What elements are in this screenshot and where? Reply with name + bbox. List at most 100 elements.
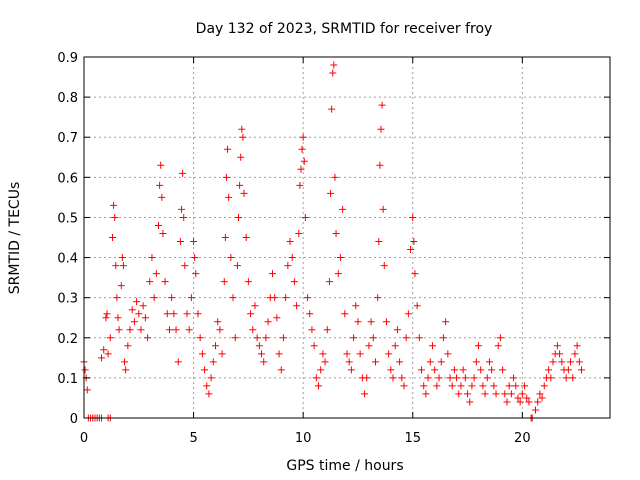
data-point (531, 406, 539, 414)
data-point (545, 366, 553, 374)
data-point (391, 342, 399, 350)
data-point (503, 398, 511, 406)
data-point (155, 221, 163, 229)
data-point (433, 382, 441, 390)
data-point (464, 390, 472, 398)
data-point (156, 181, 164, 189)
data-point (161, 278, 169, 286)
data-point (410, 238, 418, 246)
data-point (446, 374, 454, 382)
y-tick-label: 0 (70, 412, 78, 427)
y-tick-label: 0.2 (57, 332, 78, 347)
data-point (361, 390, 369, 398)
data-point (308, 326, 316, 334)
data-point (317, 366, 325, 374)
data-point (435, 374, 443, 382)
data-point (477, 366, 485, 374)
data-point (113, 294, 121, 302)
data-point (356, 350, 364, 358)
data-point (428, 342, 436, 350)
data-point (201, 366, 209, 374)
data-point (157, 161, 165, 169)
data-point (205, 390, 213, 398)
data-point (523, 394, 531, 402)
data-point (371, 358, 379, 366)
data-point (505, 382, 513, 390)
data-point (420, 382, 428, 390)
data-point (426, 358, 434, 366)
data-point (514, 394, 522, 402)
data-point (253, 334, 261, 342)
data-point (273, 314, 281, 322)
data-point (444, 350, 452, 358)
data-point (327, 189, 335, 197)
data-point (293, 302, 301, 310)
data-point (461, 374, 469, 382)
data-point (121, 358, 129, 366)
data-point (330, 61, 338, 69)
data-point (301, 213, 309, 221)
data-point (521, 382, 529, 390)
data-point (510, 374, 518, 382)
data-point (470, 374, 478, 382)
data-point (216, 326, 224, 334)
y-tick-label: 0.4 (57, 252, 78, 267)
data-point (271, 294, 279, 302)
data-point (575, 358, 583, 366)
data-point (323, 326, 331, 334)
data-point (163, 310, 171, 318)
y-tick-label: 0.3 (57, 292, 78, 307)
data-point (453, 374, 461, 382)
data-point (237, 153, 245, 161)
data-point (347, 366, 355, 374)
data-point (239, 133, 247, 141)
data-point (534, 398, 542, 406)
data-point (298, 145, 306, 153)
x-tick-label: 20 (514, 431, 531, 446)
y-axis-label: SRMTID / TECUs (7, 182, 23, 295)
data-point (249, 326, 257, 334)
data-point (178, 205, 186, 213)
data-point (119, 262, 127, 270)
data-point (374, 294, 382, 302)
data-point (110, 201, 118, 209)
data-point (431, 366, 439, 374)
data-point (422, 390, 430, 398)
data-point (336, 254, 344, 262)
data-point (494, 342, 502, 350)
data-point (567, 358, 575, 366)
data-point (350, 334, 358, 342)
data-point (139, 302, 147, 310)
data-point (144, 334, 152, 342)
data-point (255, 342, 263, 350)
data-point (415, 334, 423, 342)
data-point (114, 314, 122, 322)
data-point (377, 125, 385, 133)
data-point (224, 145, 232, 153)
data-point (556, 350, 564, 358)
data-point (481, 390, 489, 398)
data-point (168, 294, 176, 302)
data-point (251, 302, 259, 310)
data-point (300, 157, 308, 165)
data-point (220, 278, 228, 286)
y-tick-label: 0.5 (57, 211, 78, 226)
data-point (341, 310, 349, 318)
data-point (203, 382, 211, 390)
data-point (339, 205, 347, 213)
data-point (562, 374, 570, 382)
y-tick-label: 0.1 (57, 372, 78, 387)
data-point (387, 366, 395, 374)
data-point (159, 229, 167, 237)
data-point (183, 310, 191, 318)
data-point (227, 254, 235, 262)
data-point (564, 366, 572, 374)
data-point (264, 318, 272, 326)
data-point (512, 382, 520, 390)
data-point (108, 234, 116, 241)
data-point (369, 334, 377, 342)
data-point (102, 314, 110, 322)
data-point (540, 382, 548, 390)
data-point (411, 270, 419, 278)
